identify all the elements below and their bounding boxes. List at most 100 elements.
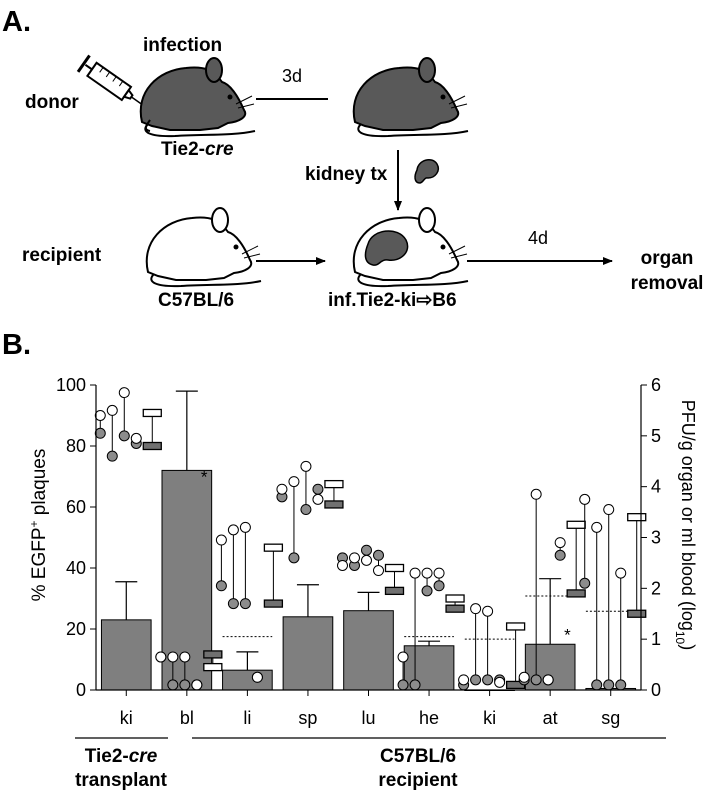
y2-tick-label: 6 [651,375,661,395]
titer-point-open [421,567,433,579]
median-filled [384,586,405,596]
titer-point-open [579,493,591,505]
c57-label: C57BL/6 [158,290,234,311]
titer-point-open [409,567,421,579]
median-filled [324,500,344,509]
recipient-mouse-icon [145,207,262,288]
y2-tick-label: 2 [651,578,661,598]
organ-removal-line2: removal [631,273,704,294]
titer-point-open [130,432,142,444]
x-tick-label: he [419,708,439,728]
titer-point-open [361,554,372,566]
titer-point-open [276,483,288,495]
titer-point-filled [106,450,118,462]
titer-point-open [300,460,312,472]
group1-label-line2: transplant [75,770,168,791]
y-tick-label: 0 [76,680,86,700]
titer-point-filled [482,674,494,686]
titer-points [94,387,647,691]
donor-label: donor [25,92,79,113]
panel-a: A. donor recipient infection Tie2-cre [2,6,703,311]
titer-point-filled [554,549,566,561]
x-tick-label: bl [180,708,194,728]
titer-point-open [603,504,615,516]
titer-point-open [397,651,409,663]
titer-point-open [167,651,179,663]
titer-point-filled [361,544,372,556]
chart: * * ki bl li sp lu he ki at sg 0 20 40 60 80 100 0 1 2 3 4 5 6 [56,375,661,728]
group1-label-line1: Tie2-cre [85,746,158,767]
x-tick-label: ki [483,708,496,728]
titer-point-filled [579,577,591,589]
y-axis-label: % EGFP+ plaques [27,449,50,602]
x-tick-label: at [543,708,558,728]
titer-point-filled [179,679,191,691]
titer-point-filled [409,679,421,691]
recipient-label: recipient [22,245,102,266]
transplanted-recipient-mouse-icon [352,207,469,288]
titer-point-filled [470,674,482,686]
bar [222,669,273,691]
median-open [566,520,586,529]
x-tick-label: li [243,708,251,728]
median-open [203,662,223,672]
titer-point-open [191,679,203,691]
median-filled [627,609,647,618]
y2-tick-label: 5 [651,426,661,446]
x-tick-label: sp [298,708,317,728]
inf-tie2-b6-label: inf.Tie2-ki⇨B6 [328,290,457,311]
median-open [627,513,647,522]
panel-b-label: B. [2,329,31,361]
titer-point-filled [118,430,130,442]
infected-donor-mouse-icon [352,57,469,138]
syringe-icon [76,54,145,107]
titer-point-open [118,387,130,399]
median-open [324,479,344,489]
median-filled [203,650,223,659]
y2-tick-label: 4 [651,477,661,497]
median-filled [142,441,162,451]
titer-point-open [155,651,167,663]
titer-point-open [239,521,251,533]
y-tick-label: 20 [66,619,86,639]
titer-point-open [373,565,384,577]
titer-point-filled [215,580,227,592]
titer-point-open [494,676,506,688]
kidney-icon [414,159,440,184]
titer-point-open [615,567,627,579]
titer-point-open [94,410,106,421]
titer-point-open [312,493,324,505]
x-tick-label: ki [120,708,133,728]
titer-point-open [470,603,482,615]
panel-a-label: A. [2,6,31,38]
titer-point-open [482,605,494,617]
group2-label-line1: C57BL/6 [380,746,456,767]
bar [343,610,394,691]
titer-point-open [349,552,360,564]
y2-tick-label: 1 [651,629,661,649]
titer-point-filled [530,674,542,686]
median-open [505,622,526,631]
median-filled [566,589,586,598]
titer-point-open [542,674,554,686]
x-tick-label: sg [601,708,620,728]
titer-point-open [554,537,566,549]
titer-point-open [106,404,118,416]
titer-point-filled [433,580,445,592]
titer-point-filled [373,549,384,561]
titer-point-open [215,534,227,546]
organ-removal-line1: organ [641,248,694,269]
y2-tick-label: 3 [651,528,661,548]
titer-point-open [458,674,470,686]
bar [100,619,152,691]
day4-label: 4d [528,228,548,248]
titer-point-filled [300,504,312,516]
axes: ki bl li sp lu he ki at sg 0 20 40 60 80 100 0 1 2 3 4 5 6 [56,375,661,728]
titer-point-open [530,488,542,500]
titer-point-open [518,671,530,683]
donor-mouse-icon [139,57,256,138]
median-open [384,563,405,573]
kidney-tx-label: kidney tx [305,164,388,185]
y-tick-label: 40 [66,558,86,578]
